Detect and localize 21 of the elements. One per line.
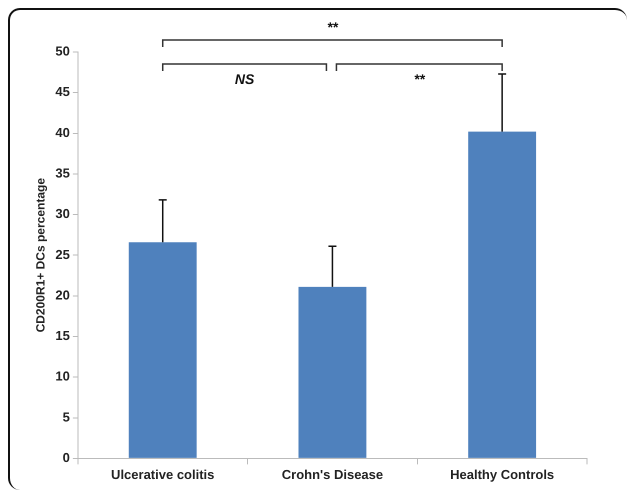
annotation: **	[414, 71, 426, 87]
text: **	[326, 19, 338, 35]
y-tick-label: 50	[55, 44, 70, 59]
y-tick-label: 0	[62, 450, 70, 465]
y-tick-label: 35	[55, 166, 70, 180]
x-tick-label: Ulcerative colitis	[111, 466, 214, 482]
bar	[468, 132, 536, 458]
bar	[128, 242, 197, 458]
y-tick-label: 10	[55, 368, 70, 384]
y-tick-label: 25	[55, 246, 70, 262]
y-tick-label: 5	[62, 409, 70, 424]
annotation: NS	[234, 71, 255, 87]
y-axis-title: CD200R1+ DCs percentage	[34, 178, 48, 332]
x-tick-label: Healthy Controls	[450, 466, 554, 482]
y-tick-label: 15	[55, 328, 70, 344]
y-tick-label: 20	[55, 287, 70, 302]
bar	[298, 286, 366, 458]
y-tick-label: 45	[55, 84, 70, 100]
x-tick-label: Crohn's Disease	[282, 466, 384, 482]
y-tick-label: 40	[55, 124, 70, 140]
y-tick-label: 30	[55, 206, 70, 222]
